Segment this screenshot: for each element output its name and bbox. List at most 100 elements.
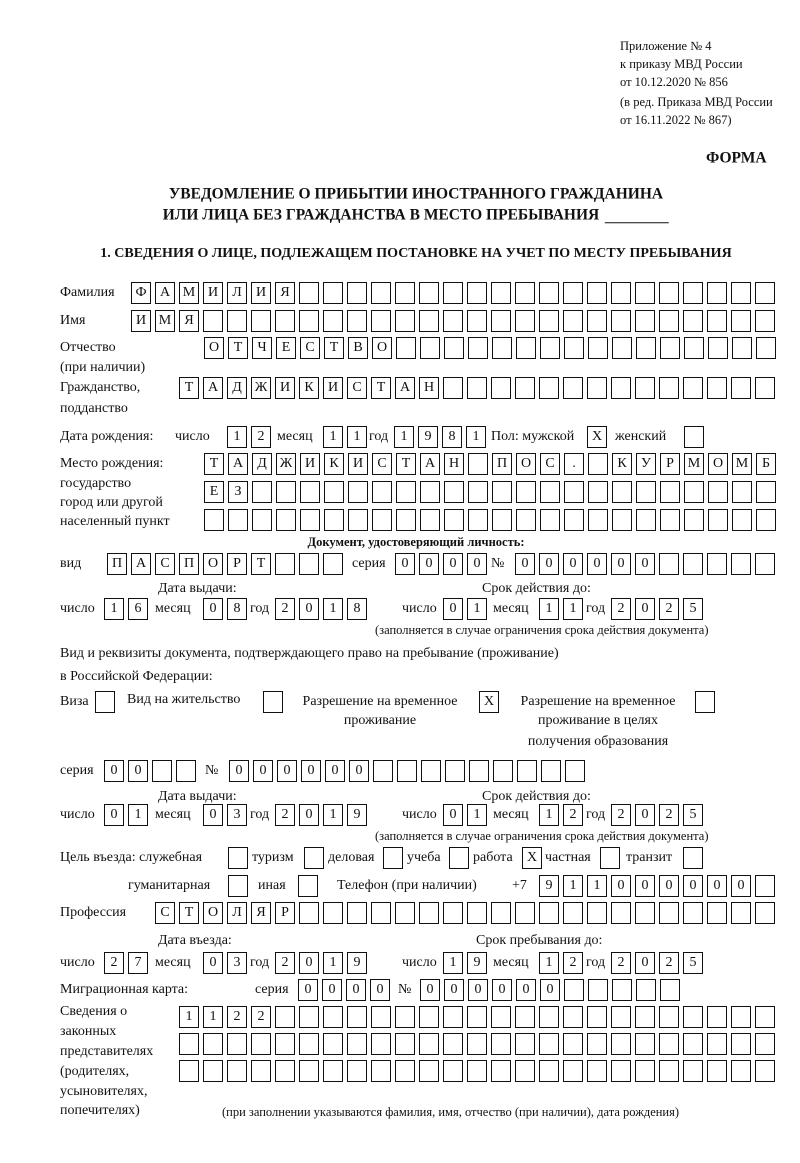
char-box[interactable] xyxy=(683,1060,703,1082)
char-box[interactable]: 2 xyxy=(659,598,679,620)
char-box[interactable]: 1 xyxy=(323,804,343,826)
char-box[interactable]: Т xyxy=(228,337,248,359)
char-box[interactable]: 0 xyxy=(253,760,273,782)
char-box[interactable]: Т xyxy=(179,377,199,399)
char-box[interactable] xyxy=(707,553,727,575)
char-box[interactable]: 2 xyxy=(227,1006,247,1028)
char-box[interactable] xyxy=(588,979,608,1001)
char-box[interactable] xyxy=(539,310,559,332)
char-box[interactable] xyxy=(635,902,655,924)
char-box[interactable]: 0 xyxy=(659,875,679,897)
char-box[interactable] xyxy=(755,377,775,399)
char-box[interactable] xyxy=(636,337,656,359)
char-box[interactable] xyxy=(371,310,391,332)
char-box[interactable]: Р xyxy=(660,453,680,475)
char-box[interactable] xyxy=(636,509,656,531)
char-box[interactable] xyxy=(539,902,559,924)
char-box[interactable] xyxy=(588,337,608,359)
char-box[interactable]: Я xyxy=(179,310,199,332)
char-box[interactable] xyxy=(707,282,727,304)
char-box[interactable]: П xyxy=(107,553,127,575)
char-box[interactable] xyxy=(707,902,727,924)
char-box[interactable] xyxy=(275,553,295,575)
char-box[interactable] xyxy=(565,760,585,782)
char-box[interactable]: О xyxy=(203,553,223,575)
char-box[interactable]: К xyxy=(299,377,319,399)
char-box[interactable]: 0 xyxy=(611,553,631,575)
char-box[interactable]: 0 xyxy=(515,553,535,575)
char-box[interactable] xyxy=(683,902,703,924)
char-box[interactable]: 9 xyxy=(539,875,559,897)
char-box[interactable] xyxy=(467,1006,487,1028)
char-box[interactable]: 1 xyxy=(323,426,343,448)
char-box[interactable] xyxy=(708,509,728,531)
char-box[interactable] xyxy=(204,509,224,531)
char-box[interactable]: А xyxy=(131,553,151,575)
char-box[interactable] xyxy=(275,1060,295,1082)
char-box[interactable] xyxy=(659,310,679,332)
char-box[interactable]: 9 xyxy=(347,952,367,974)
char-box[interactable]: И xyxy=(275,377,295,399)
char-box[interactable] xyxy=(684,481,704,503)
checkbox[interactable] xyxy=(684,426,704,448)
char-box[interactable]: Л xyxy=(227,282,247,304)
char-box[interactable] xyxy=(660,979,680,1001)
char-box[interactable] xyxy=(300,509,320,531)
char-box[interactable]: 0 xyxy=(370,979,390,1001)
char-box[interactable] xyxy=(491,282,511,304)
char-box[interactable] xyxy=(636,979,656,1001)
checkbox[interactable] xyxy=(228,847,248,869)
char-box[interactable] xyxy=(347,282,367,304)
char-box[interactable] xyxy=(491,1060,511,1082)
char-box[interactable] xyxy=(755,282,775,304)
char-box[interactable] xyxy=(395,1006,415,1028)
char-box[interactable] xyxy=(323,282,343,304)
char-box[interactable] xyxy=(491,1006,511,1028)
char-box[interactable] xyxy=(275,310,295,332)
char-box[interactable] xyxy=(612,979,632,1001)
char-box[interactable] xyxy=(611,377,631,399)
char-box[interactable] xyxy=(444,481,464,503)
char-box[interactable] xyxy=(395,310,415,332)
char-box[interactable] xyxy=(635,1033,655,1055)
char-box[interactable]: Р xyxy=(227,553,247,575)
char-box[interactable] xyxy=(395,282,415,304)
char-box[interactable] xyxy=(347,902,367,924)
char-box[interactable] xyxy=(371,1006,391,1028)
char-box[interactable] xyxy=(611,282,631,304)
char-box[interactable]: 0 xyxy=(635,553,655,575)
char-box[interactable] xyxy=(467,282,487,304)
char-box[interactable] xyxy=(540,509,560,531)
char-box[interactable]: 0 xyxy=(299,804,319,826)
char-box[interactable] xyxy=(491,377,511,399)
char-box[interactable] xyxy=(659,553,679,575)
char-box[interactable]: П xyxy=(179,553,199,575)
char-box[interactable]: 0 xyxy=(349,760,369,782)
char-box[interactable] xyxy=(395,1060,415,1082)
char-box[interactable] xyxy=(635,282,655,304)
char-box[interactable] xyxy=(419,902,439,924)
char-box[interactable]: Т xyxy=(204,453,224,475)
char-box[interactable]: 2 xyxy=(611,952,631,974)
char-box[interactable] xyxy=(491,902,511,924)
char-box[interactable]: 1 xyxy=(128,804,148,826)
char-box[interactable]: И xyxy=(323,377,343,399)
char-box[interactable]: 1 xyxy=(467,804,487,826)
char-box[interactable] xyxy=(635,1006,655,1028)
char-box[interactable] xyxy=(395,1033,415,1055)
char-box[interactable] xyxy=(588,509,608,531)
char-box[interactable] xyxy=(755,875,775,897)
char-box[interactable] xyxy=(299,1060,319,1082)
char-box[interactable] xyxy=(731,282,751,304)
char-box[interactable] xyxy=(468,337,488,359)
char-box[interactable]: 1 xyxy=(347,426,367,448)
char-box[interactable]: П xyxy=(492,453,512,475)
char-box[interactable]: 2 xyxy=(104,952,124,974)
char-box[interactable] xyxy=(252,481,272,503)
char-box[interactable] xyxy=(179,1033,199,1055)
checkbox[interactable] xyxy=(695,691,715,713)
char-box[interactable] xyxy=(324,481,344,503)
char-box[interactable] xyxy=(420,337,440,359)
char-box[interactable]: Л xyxy=(227,902,247,924)
char-box[interactable]: 0 xyxy=(516,979,536,1001)
